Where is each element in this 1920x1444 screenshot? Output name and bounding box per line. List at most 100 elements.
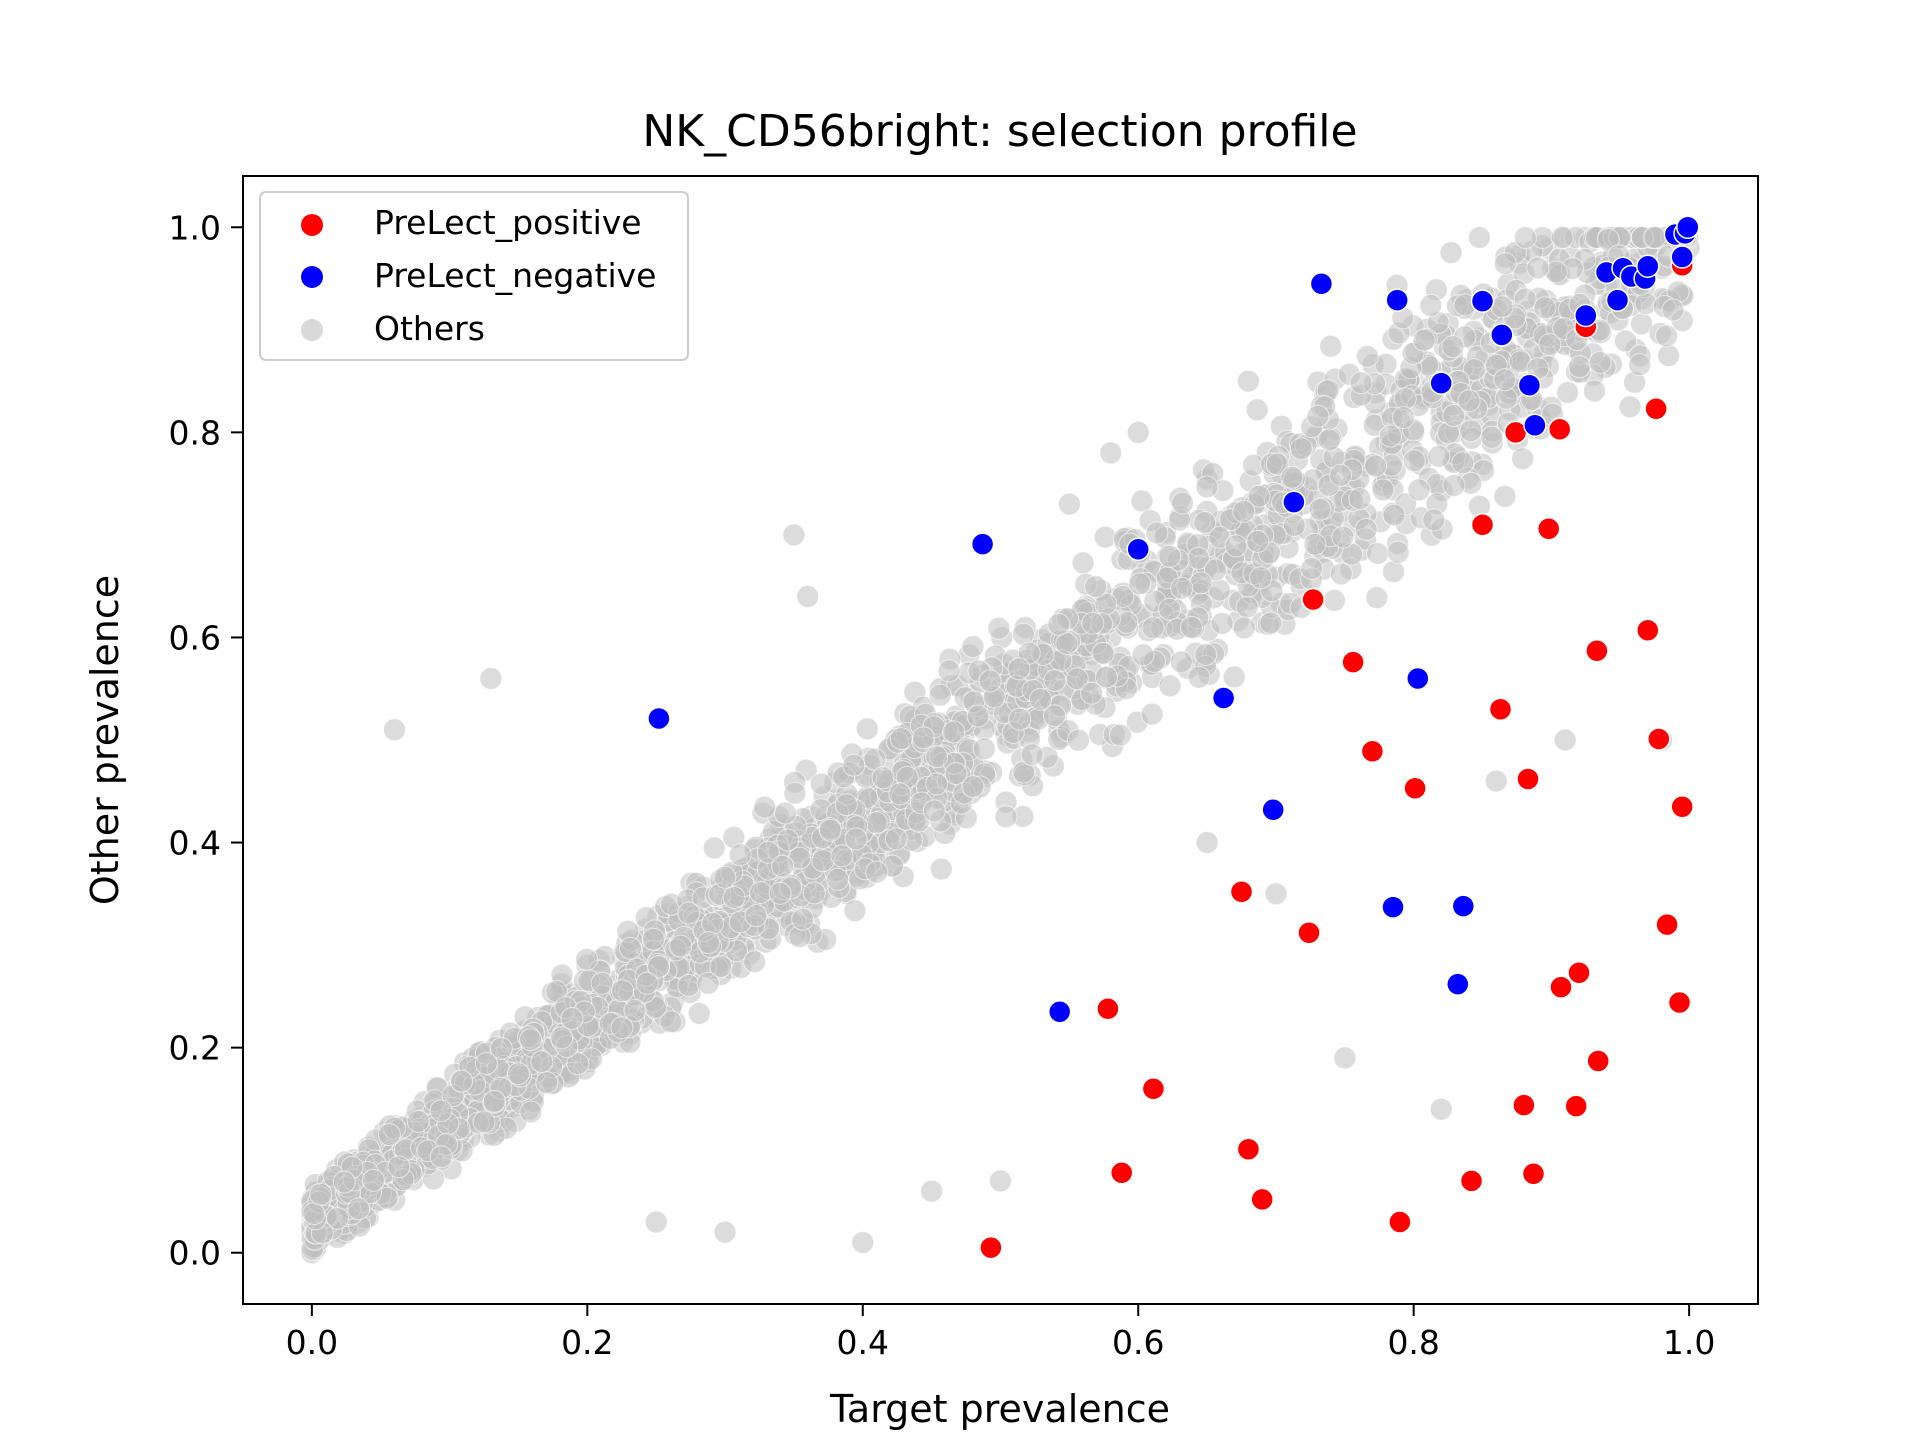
others-point <box>783 781 807 805</box>
others-point <box>1354 517 1378 541</box>
others-point <box>1195 475 1219 499</box>
others-point <box>753 795 777 819</box>
others-point <box>1289 437 1313 461</box>
others-point <box>1099 441 1123 465</box>
others-point <box>1008 707 1032 731</box>
others-point <box>888 782 912 806</box>
x-tick-label: 0.0 <box>286 1323 338 1362</box>
others-point <box>696 971 720 995</box>
others-point <box>1484 769 1508 793</box>
others-point <box>1158 544 1182 568</box>
others-point <box>1245 398 1269 422</box>
others-point <box>928 683 952 707</box>
others-point <box>1249 566 1273 590</box>
others-point <box>1441 335 1465 359</box>
others-point <box>1556 381 1580 404</box>
negative-point <box>1385 288 1409 312</box>
others-point <box>1333 1046 1357 1070</box>
others-point <box>994 805 1018 829</box>
others-point <box>575 947 599 971</box>
others-point <box>489 1037 513 1060</box>
others-point <box>1317 428 1341 452</box>
x-tick-label: 0.4 <box>837 1323 889 1362</box>
others-point <box>1439 241 1463 265</box>
others-point <box>1043 669 1067 692</box>
others-point <box>1550 226 1574 249</box>
others-point <box>1259 611 1283 635</box>
others-point <box>1140 702 1164 726</box>
others-point <box>1222 665 1246 689</box>
others-point <box>1493 252 1517 276</box>
others-point <box>1194 643 1218 666</box>
others-point <box>1224 534 1248 558</box>
others-point <box>1247 484 1271 508</box>
others-point <box>966 704 990 728</box>
others-point <box>871 766 895 790</box>
others-point <box>791 907 815 931</box>
others-point <box>659 1010 683 1034</box>
x-axis-label: Target prevalence <box>829 1387 1170 1431</box>
positive-point <box>1564 1094 1588 1118</box>
others-point <box>749 881 773 904</box>
positive-point <box>1297 921 1321 945</box>
others-point <box>1084 575 1108 599</box>
others-point <box>826 867 850 891</box>
others-point <box>1348 487 1372 511</box>
others-point <box>1232 499 1256 523</box>
others-point <box>1513 226 1537 249</box>
others-point <box>1055 632 1079 656</box>
legend-label-others: Others <box>374 309 485 348</box>
legend-label-positive: PreLect_positive <box>374 203 642 242</box>
others-point <box>1490 295 1514 319</box>
legend: PreLect_positive PreLect_negative Others <box>259 191 689 361</box>
others-point <box>302 1202 326 1226</box>
others-point <box>1091 641 1115 665</box>
negative-point <box>1636 254 1660 278</box>
others-point <box>818 818 842 842</box>
others-point <box>1187 665 1211 689</box>
positive-point <box>1360 739 1385 764</box>
others-point <box>1303 532 1327 556</box>
others-point <box>1081 611 1105 635</box>
others-point <box>1170 576 1194 600</box>
others-point <box>535 1071 559 1095</box>
y-tick-label: 0.0 <box>169 1234 221 1273</box>
others-point <box>884 827 908 851</box>
others-point <box>519 1100 543 1124</box>
others-point <box>944 762 968 786</box>
positive-point <box>1388 1210 1412 1234</box>
others-point <box>942 720 966 744</box>
others-point <box>1322 588 1346 612</box>
others-point <box>1329 562 1353 586</box>
others-point <box>1480 425 1504 449</box>
others-point <box>1179 615 1203 639</box>
others-point <box>1158 597 1181 621</box>
positive-point <box>1585 639 1609 663</box>
others-point <box>743 950 767 974</box>
others-point <box>1493 368 1517 392</box>
positive-point <box>1470 512 1495 537</box>
positive-point <box>1670 794 1694 819</box>
x-tick-label: 0.8 <box>1387 1323 1439 1362</box>
others-point <box>1382 503 1406 527</box>
others-point <box>566 1052 590 1076</box>
others-point <box>1538 333 1562 357</box>
others-point <box>1246 529 1270 553</box>
others-point <box>641 927 665 951</box>
positive-point <box>1567 961 1591 985</box>
others-point <box>332 1170 356 1194</box>
others-point <box>889 727 913 751</box>
positive-point <box>1488 697 1513 721</box>
others-point <box>771 854 795 878</box>
others-point <box>756 840 780 864</box>
x-tick-label: 0.6 <box>1112 1323 1164 1362</box>
others-point <box>1614 329 1637 353</box>
others-point <box>1308 497 1332 521</box>
others-point <box>647 954 671 978</box>
others-point <box>1533 296 1557 320</box>
positive-point <box>1516 767 1540 791</box>
negative-point <box>647 706 671 731</box>
others-point <box>1366 542 1390 565</box>
negative-point <box>1605 288 1630 312</box>
others-point <box>1655 324 1679 348</box>
